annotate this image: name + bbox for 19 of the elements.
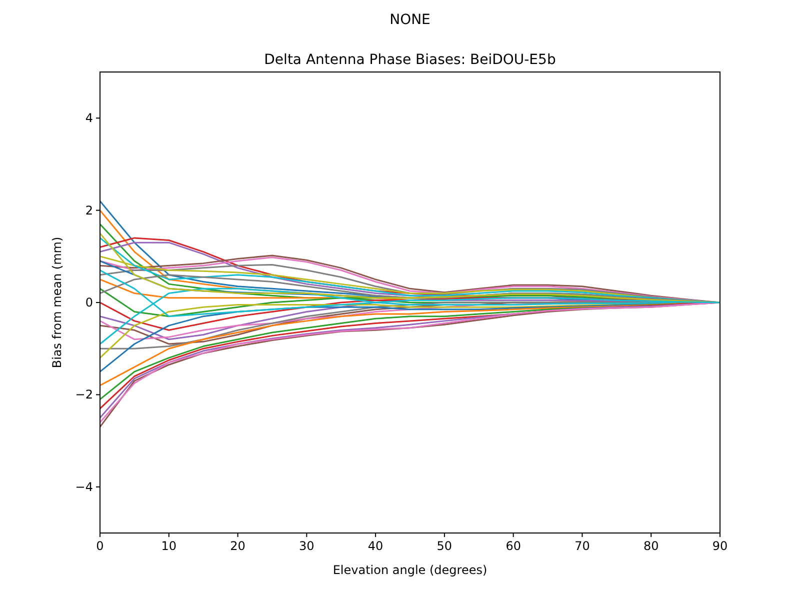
chart-subtitle: Delta Antenna Phase Biases: BeiDOU-E5b — [264, 52, 556, 68]
x-tick-label: 50 — [436, 539, 452, 553]
x-tick-label: 0 — [96, 539, 104, 553]
x-tick-label: 10 — [161, 539, 177, 553]
chart-title: NONE — [390, 12, 430, 28]
x-tick-label: 70 — [574, 539, 590, 553]
x-tick-label: 20 — [230, 539, 246, 553]
y-tick-label: 0 — [85, 296, 93, 310]
x-tick-label: 80 — [643, 539, 659, 553]
x-tick-label: 40 — [368, 539, 384, 553]
y-tick-label: 4 — [85, 111, 93, 126]
x-axis-title: Elevation angle (degrees) — [332, 563, 488, 577]
x-tick-label: 30 — [299, 539, 314, 553]
x-tick-label: 60 — [506, 539, 521, 553]
y-tick-label: −4 — [75, 480, 93, 494]
y-axis-title: Bias from mean (mm) — [50, 236, 64, 368]
y-tick-label: 2 — [85, 203, 93, 218]
x-tick-label: 90 — [712, 539, 728, 553]
y-tick-label: −2 — [75, 388, 93, 402]
